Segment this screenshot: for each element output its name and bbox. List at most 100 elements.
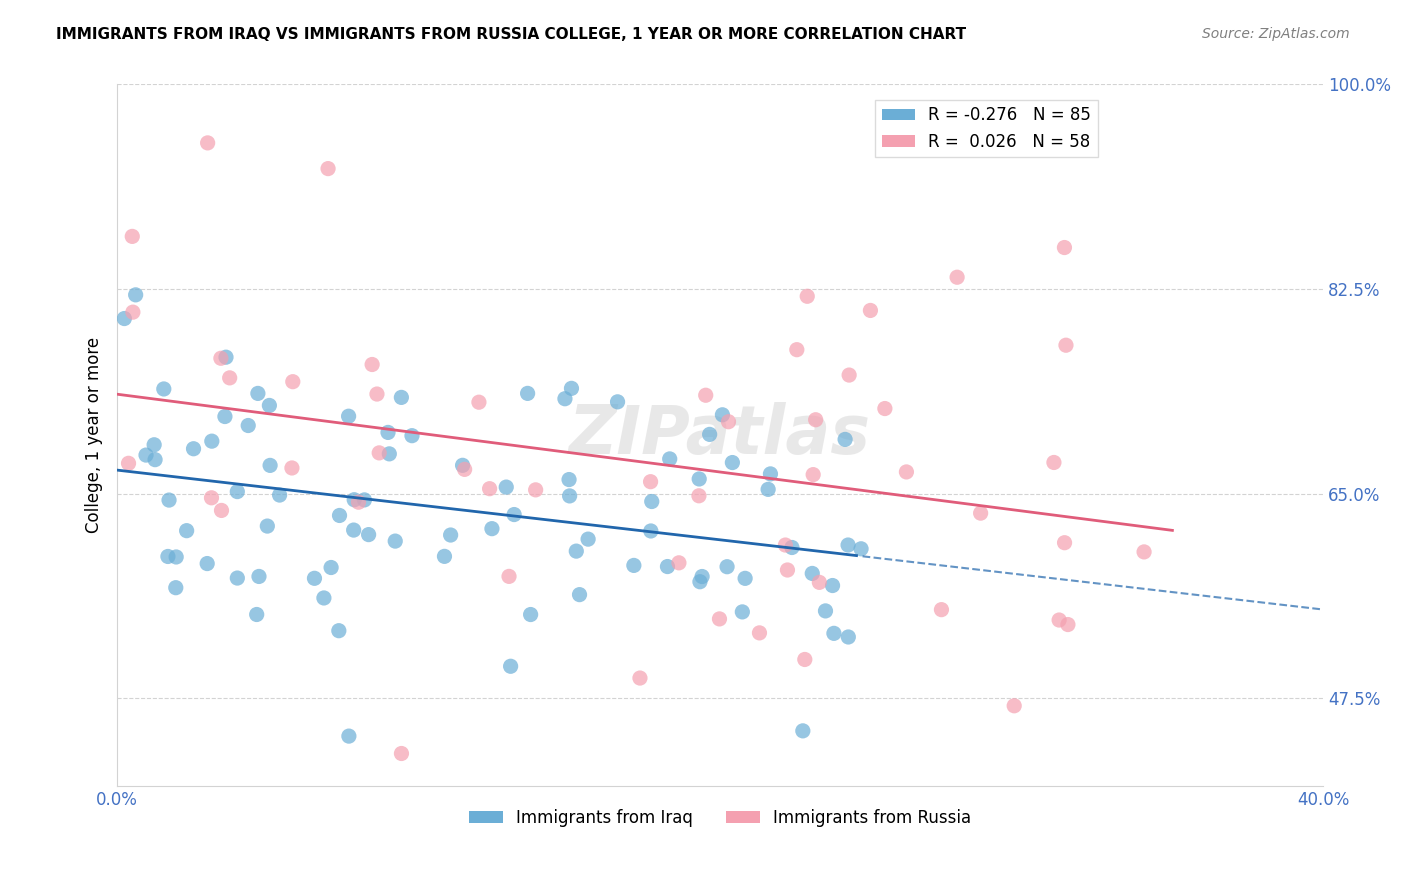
Immigrants from Iraq (246, 386, 269, 401)
Immigrants from Russia (873, 401, 896, 416)
Immigrants from Russia (628, 671, 651, 685)
Immigrants from Iraq (377, 425, 399, 440)
Immigrants from Iraq (734, 571, 756, 585)
Immigrants from Iraq (319, 560, 342, 574)
Immigrants from Iraq (112, 311, 135, 326)
Immigrants from Russia (776, 563, 799, 577)
Immigrants from Iraq (495, 480, 517, 494)
Immigrants from Iraq (165, 581, 187, 595)
Immigrants from Russia (801, 467, 824, 482)
Immigrants from Iraq (384, 534, 406, 549)
Immigrants from Russia (793, 652, 815, 666)
Immigrants from Russia (808, 575, 831, 590)
Immigrants from Russia (347, 495, 370, 509)
Immigrants from Iraq (519, 607, 541, 622)
Immigrants from Iraq (640, 524, 662, 538)
Immigrants from Iraq (837, 538, 859, 552)
Text: Source: ZipAtlas.com: Source: ZipAtlas.com (1202, 27, 1350, 41)
Immigrants from Iraq (823, 626, 845, 640)
Immigrants from Iraq (238, 418, 260, 433)
Immigrants from Iraq (516, 386, 538, 401)
Immigrants from Iraq (124, 288, 146, 302)
Immigrants from Russia (200, 491, 222, 505)
Immigrants from Russia (717, 415, 740, 429)
Immigrants from Iraq (343, 492, 366, 507)
Immigrants from Iraq (143, 452, 166, 467)
Immigrants from Iraq (353, 492, 375, 507)
Immigrants from Iraq (312, 591, 335, 605)
Immigrants from Iraq (565, 544, 588, 558)
Immigrants from Iraq (560, 381, 582, 395)
Immigrants from Iraq (558, 473, 581, 487)
Immigrants from Iraq (269, 488, 291, 502)
Immigrants from Iraq (558, 489, 581, 503)
Immigrants from Iraq (214, 409, 236, 424)
Immigrants from Iraq (689, 574, 711, 589)
Immigrants from Russia (117, 456, 139, 470)
Immigrants from Iraq (849, 541, 872, 556)
Immigrants from Russia (218, 371, 240, 385)
Text: IMMIGRANTS FROM IRAQ VS IMMIGRANTS FROM RUSSIA COLLEGE, 1 YEAR OR MORE CORRELATI: IMMIGRANTS FROM IRAQ VS IMMIGRANTS FROM … (56, 27, 966, 42)
Immigrants from Iraq (837, 630, 859, 644)
Immigrants from Russia (1133, 545, 1156, 559)
Immigrants from Russia (211, 503, 233, 517)
Immigrants from Iraq (337, 729, 360, 743)
Immigrants from Iraq (554, 392, 576, 406)
Immigrants from Iraq (716, 559, 738, 574)
Immigrants from Russia (859, 303, 882, 318)
Y-axis label: College, 1 year or more: College, 1 year or more (86, 337, 103, 533)
Immigrants from Russia (668, 556, 690, 570)
Immigrants from Iraq (780, 541, 803, 555)
Immigrants from Iraq (247, 569, 270, 583)
Immigrants from Iraq (226, 571, 249, 585)
Immigrants from Iraq (606, 394, 628, 409)
Immigrants from Russia (695, 388, 717, 402)
Immigrants from Russia (209, 351, 232, 366)
Immigrants from Iraq (176, 524, 198, 538)
Immigrants from Russia (524, 483, 547, 497)
Immigrants from Iraq (246, 607, 269, 622)
Immigrants from Russia (122, 305, 145, 319)
Immigrants from Iraq (451, 458, 474, 473)
Immigrants from Iraq (699, 427, 721, 442)
Immigrants from Iraq (711, 408, 734, 422)
Immigrants from Russia (786, 343, 808, 357)
Immigrants from Russia (804, 413, 827, 427)
Immigrants from Russia (368, 446, 391, 460)
Immigrants from Iraq (259, 458, 281, 473)
Immigrants from Iraq (641, 494, 664, 508)
Immigrants from Iraq (433, 549, 456, 564)
Text: ZIPatlas: ZIPatlas (569, 402, 872, 468)
Immigrants from Iraq (721, 456, 744, 470)
Immigrants from Iraq (814, 604, 837, 618)
Immigrants from Russia (453, 462, 475, 476)
Immigrants from Iraq (401, 428, 423, 442)
Immigrants from Iraq (143, 438, 166, 452)
Legend: Immigrants from Iraq, Immigrants from Russia: Immigrants from Iraq, Immigrants from Ru… (463, 802, 977, 833)
Immigrants from Iraq (503, 508, 526, 522)
Immigrants from Iraq (481, 522, 503, 536)
Immigrants from Iraq (756, 483, 779, 497)
Immigrants from Iraq (688, 472, 710, 486)
Immigrants from Iraq (165, 549, 187, 564)
Immigrants from Iraq (690, 569, 713, 583)
Immigrants from Iraq (658, 451, 681, 466)
Immigrants from Iraq (195, 557, 218, 571)
Immigrants from Russia (931, 602, 953, 616)
Immigrants from Russia (688, 489, 710, 503)
Immigrants from Iraq (256, 519, 278, 533)
Immigrants from Russia (281, 461, 304, 475)
Immigrants from Iraq (156, 549, 179, 564)
Immigrants from Iraq (731, 605, 754, 619)
Immigrants from Iraq (440, 528, 463, 542)
Immigrants from Russia (1047, 613, 1070, 627)
Immigrants from Iraq (378, 447, 401, 461)
Immigrants from Russia (366, 387, 388, 401)
Immigrants from Iraq (337, 409, 360, 424)
Immigrants from Iraq (792, 723, 814, 738)
Immigrants from Iraq (259, 399, 281, 413)
Immigrants from Russia (498, 569, 520, 583)
Immigrants from Iraq (576, 532, 599, 546)
Immigrants from Russia (748, 626, 770, 640)
Immigrants from Russia (969, 506, 991, 520)
